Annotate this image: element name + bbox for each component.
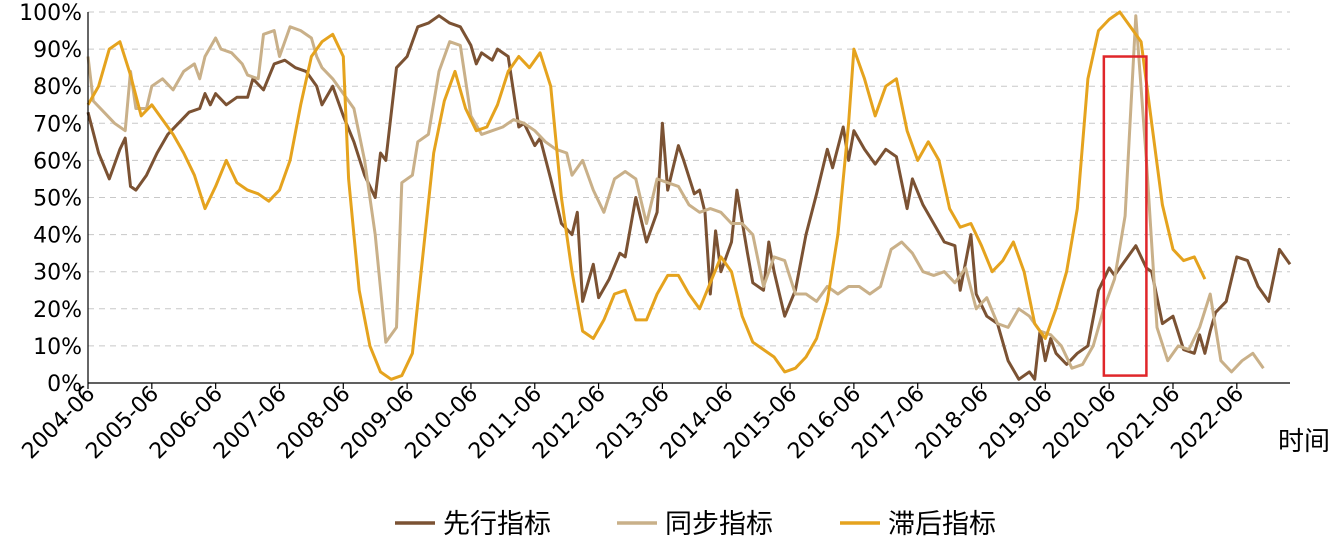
y-tick-label: 60% xyxy=(33,149,82,174)
y-tick-label: 90% xyxy=(33,38,82,63)
series-line xyxy=(86,10,1207,381)
y-tick-label: 20% xyxy=(33,298,82,323)
y-axis-tick-labels: 0% 10% 20% 30% 40% 50% 60% 70% 80% 90% 100% xyxy=(19,1,82,397)
series-line xyxy=(86,14,1265,374)
legend: 先行指标 同步指标 滞后指标 xyxy=(395,509,996,540)
y-tick-label: 50% xyxy=(33,187,82,212)
series-line xyxy=(86,14,1292,381)
y-tick-label: 70% xyxy=(33,112,82,137)
legend-label: 同步指标 xyxy=(665,509,773,540)
legend-label: 滞后指标 xyxy=(888,509,996,540)
y-tick-label: 10% xyxy=(33,335,82,360)
series-lines xyxy=(86,10,1292,381)
x-axis-tick-labels: 2004-062005-062006-062007-062008-062009-… xyxy=(18,382,1249,465)
x-axis-title: 时间 xyxy=(1278,427,1330,457)
y-tick-label: 40% xyxy=(33,224,82,249)
y-tick-label: 100% xyxy=(19,1,82,26)
highlight-rect xyxy=(1102,55,1148,377)
y-tick-label: 30% xyxy=(33,261,82,286)
gridlines xyxy=(88,11,1290,347)
y-tick-label: 80% xyxy=(33,75,82,100)
legend-label: 先行指标 xyxy=(443,509,551,540)
highlight-box xyxy=(1102,55,1148,377)
y-tick-label: 0% xyxy=(47,372,82,397)
